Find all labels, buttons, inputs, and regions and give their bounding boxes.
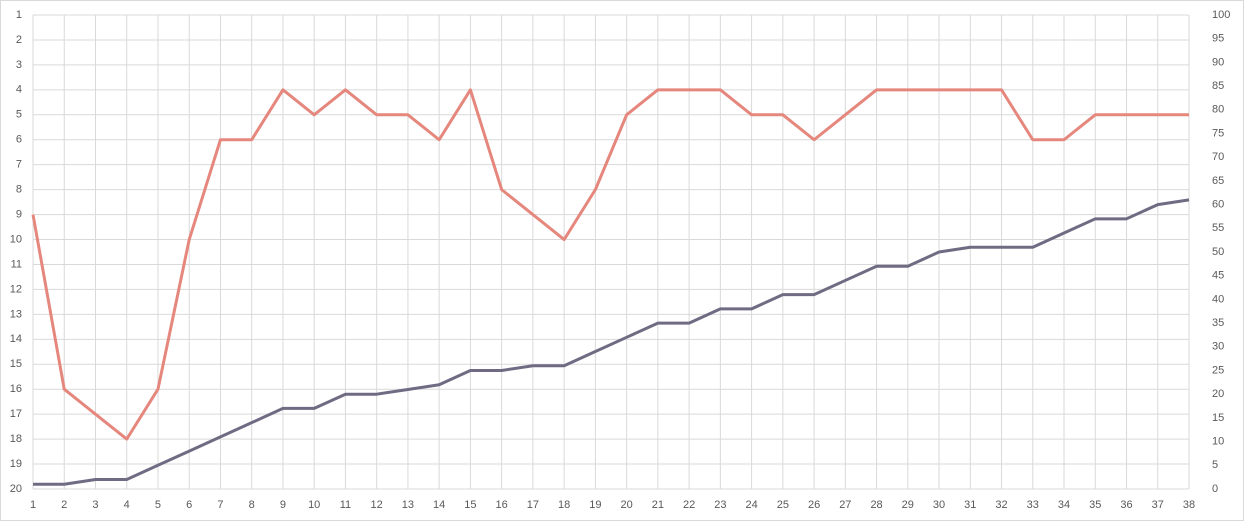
x-tick-label: 38 xyxy=(1183,499,1195,511)
y2-tick-label: 70 xyxy=(1212,151,1224,163)
y2-tick-label: 75 xyxy=(1212,127,1224,139)
y-tick-label: 17 xyxy=(10,408,22,420)
y-tick-label: 9 xyxy=(16,208,22,220)
y-tick-label: 8 xyxy=(16,184,22,196)
x-tick-label: 9 xyxy=(280,499,286,511)
y-tick-label: 5 xyxy=(16,109,22,121)
y2-tick-label: 0 xyxy=(1212,483,1218,495)
y2-tick-label: 5 xyxy=(1212,459,1218,471)
x-tick-label: 35 xyxy=(1089,499,1101,511)
y2-tick-label: 30 xyxy=(1212,341,1224,353)
y2-tick-label: 20 xyxy=(1212,388,1224,400)
y2-tick-label: 80 xyxy=(1212,104,1224,116)
y-tick-label: 12 xyxy=(10,283,22,295)
x-tick-label: 7 xyxy=(217,499,223,511)
x-tick-label: 28 xyxy=(870,499,882,511)
y-tick-label: 13 xyxy=(10,308,22,320)
x-tick-label: 8 xyxy=(249,499,255,511)
y2-tick-label: 65 xyxy=(1212,175,1224,187)
x-tick-label: 18 xyxy=(558,499,570,511)
y-tick-label: 7 xyxy=(16,159,22,171)
x-tick-label: 4 xyxy=(124,499,130,511)
y2-tick-label: 100 xyxy=(1212,9,1230,21)
y-tick-label: 19 xyxy=(10,458,22,470)
y2-tick-label: 35 xyxy=(1212,317,1224,329)
x-tick-label: 37 xyxy=(1152,499,1164,511)
line-series xyxy=(33,198,1190,486)
y2-tick-label: 10 xyxy=(1212,436,1224,448)
y2-tick-label: 25 xyxy=(1212,364,1224,376)
x-tick-label: 27 xyxy=(839,499,851,511)
y2-tick-label: 15 xyxy=(1212,412,1224,424)
x-tick-label: 2 xyxy=(61,499,67,511)
y2-tick-label: 90 xyxy=(1212,56,1224,68)
x-tick-label: 6 xyxy=(186,499,192,511)
line-series xyxy=(31,88,1189,441)
x-tick-label: 13 xyxy=(402,499,414,511)
x-tick-label: 17 xyxy=(527,499,539,511)
y-tick-label: 20 xyxy=(10,483,22,495)
x-tick-label: 23 xyxy=(714,499,726,511)
x-tick-label: 22 xyxy=(683,499,695,511)
x-tick-label: 30 xyxy=(933,499,945,511)
y-tick-label: 2 xyxy=(16,34,22,46)
x-tick-label: 5 xyxy=(155,499,161,511)
x-tick-label: 11 xyxy=(340,499,351,511)
y2-tick-label: 60 xyxy=(1212,199,1224,211)
x-tick-label: 1 xyxy=(30,499,36,511)
x-tick-label: 31 xyxy=(964,499,976,511)
y-tick-label: 4 xyxy=(16,84,22,96)
x-tick-label: 3 xyxy=(92,499,98,511)
x-tick-label: 24 xyxy=(745,499,757,511)
y-tick-label: 14 xyxy=(10,333,22,345)
x-tick-label: 14 xyxy=(433,499,445,511)
y-tick-label: 10 xyxy=(10,233,22,245)
y2-tick-label: 50 xyxy=(1212,246,1224,258)
x-tick-label: 10 xyxy=(308,499,320,511)
y2-tick-label: 45 xyxy=(1212,270,1224,282)
y-tick-label: 18 xyxy=(10,433,22,445)
y2-tick-label: 40 xyxy=(1212,293,1224,305)
x-tick-label: 15 xyxy=(464,499,476,511)
y-tick-label: 11 xyxy=(11,258,22,270)
x-tick-label: 36 xyxy=(1120,499,1132,511)
x-tick-label: 33 xyxy=(1027,499,1039,511)
x-tick-label: 34 xyxy=(1058,499,1070,511)
x-tick-label: 29 xyxy=(902,499,914,511)
x-tick-label: 16 xyxy=(496,499,508,511)
y2-tick-label: 85 xyxy=(1212,80,1224,92)
y-tick-label: 16 xyxy=(10,383,22,395)
y2-tick-label: 55 xyxy=(1212,222,1224,234)
y-tick-label: 6 xyxy=(16,134,22,146)
y-tick-label: 15 xyxy=(10,358,22,370)
y-tick-label: 1 xyxy=(16,9,22,21)
y2-tick-label: 95 xyxy=(1212,33,1224,45)
x-tick-label: 26 xyxy=(808,499,820,511)
x-tick-label: 20 xyxy=(620,499,632,511)
x-tick-label: 25 xyxy=(777,499,789,511)
x-tick-label: 12 xyxy=(371,499,383,511)
x-tick-label: 32 xyxy=(995,499,1007,511)
x-tick-label: 19 xyxy=(589,499,601,511)
y-tick-label: 3 xyxy=(16,59,22,71)
x-tick-label: 21 xyxy=(652,499,664,511)
